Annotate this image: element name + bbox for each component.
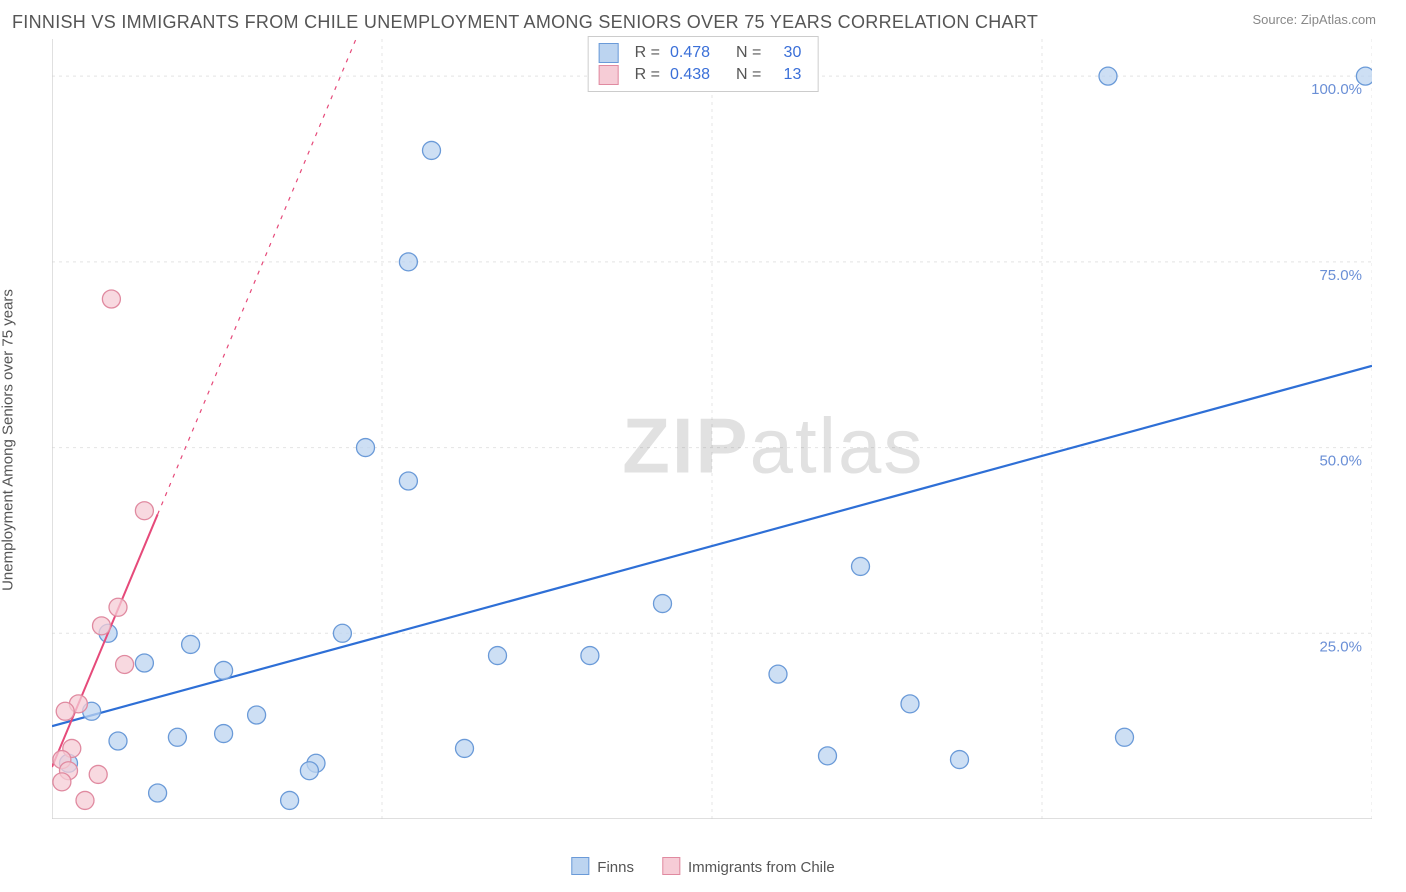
stats-swatch-chile	[599, 65, 619, 85]
stats-swatch-finns	[599, 43, 619, 63]
legend-label-finns: Finns	[597, 859, 634, 876]
legend-swatch-finns	[571, 857, 589, 875]
y-axis-label: Unemployment Among Seniors over 75 years	[0, 289, 17, 591]
legend-item-chile: Immigrants from Chile	[662, 857, 835, 876]
n-label: N =	[736, 44, 761, 62]
chart-container: FINNISH VS IMMIGRANTS FROM CHILE UNEMPLO…	[0, 0, 1406, 892]
chart-header: FINNISH VS IMMIGRANTS FROM CHILE UNEMPLO…	[12, 12, 1386, 39]
r-value-chile: 0.438	[670, 66, 720, 84]
legend-swatch-chile	[662, 857, 680, 875]
r-label: R =	[635, 44, 660, 62]
source-label: Source: ZipAtlas.com	[1252, 12, 1376, 27]
n-label: N =	[736, 66, 761, 84]
stats-row-chile: R = 0.438 N = 13	[599, 65, 802, 85]
legend-item-finns: Finns	[571, 857, 634, 876]
n-value-finns: 30	[771, 44, 801, 62]
svg-text:100.0%: 100.0%	[1311, 81, 1362, 98]
r-value-finns: 0.478	[670, 44, 720, 62]
svg-text:25.0%: 25.0%	[1319, 638, 1362, 655]
legend-label-chile: Immigrants from Chile	[688, 859, 835, 876]
r-label: R =	[635, 66, 660, 84]
chart-wrap: 0.0%40.0%25.0%50.0%75.0%100.0%	[52, 39, 1386, 819]
svg-text:75.0%: 75.0%	[1319, 267, 1362, 284]
n-value-chile: 13	[771, 66, 801, 84]
chart-title: FINNISH VS IMMIGRANTS FROM CHILE UNEMPLO…	[12, 12, 1038, 33]
svg-text:50.0%: 50.0%	[1319, 453, 1362, 470]
correlation-stats-box: R = 0.478 N = 30 R = 0.438 N = 13	[588, 36, 819, 92]
scatter-chart-svg: 0.0%40.0%25.0%50.0%75.0%100.0%	[52, 39, 1372, 819]
legend-bottom: Finns Immigrants from Chile	[571, 857, 834, 876]
stats-row-finns: R = 0.478 N = 30	[599, 43, 802, 63]
